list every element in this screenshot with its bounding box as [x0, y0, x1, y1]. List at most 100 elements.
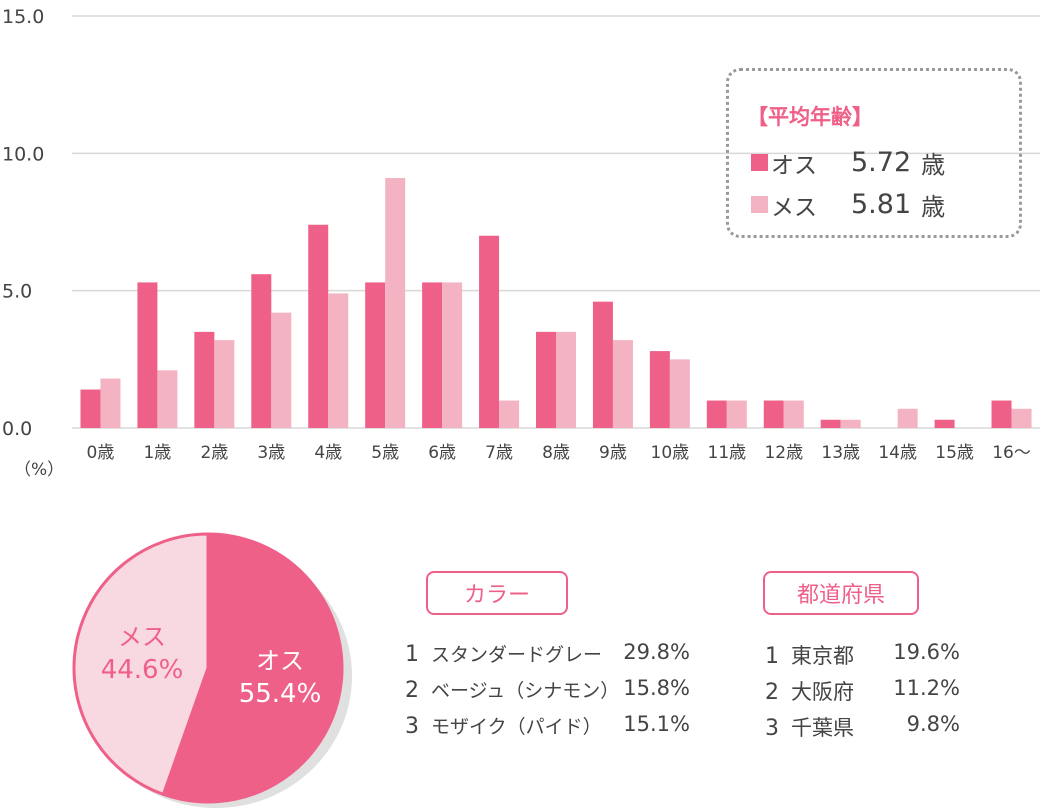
bar-male	[934, 419, 955, 428]
x-category-label: 4歳	[314, 443, 342, 463]
color-ranking-row: 1 スタンダードグレー	[405, 640, 602, 667]
bar-female	[100, 378, 121, 428]
x-category-label: 5歳	[371, 443, 399, 463]
rank-number: 3	[405, 714, 419, 739]
y-axis-unit-label: （%）	[14, 460, 65, 480]
bar-male	[991, 400, 1012, 428]
x-category-label: 6歳	[428, 443, 456, 463]
bar-female	[385, 178, 406, 428]
bar-male	[308, 224, 329, 428]
bar-female	[1011, 408, 1032, 428]
pie-value-female: 44.6%	[101, 655, 184, 685]
bar-female	[499, 400, 520, 428]
bar-male	[763, 400, 784, 428]
color-ranking-row: 3 モザイク（パイド）	[405, 712, 602, 739]
bar-female	[556, 331, 576, 428]
x-axis-category-labels: 0歳 1歳 2歳 3歳 4歳 5歳 6歳 7歳 8歳 9歳 10歳 11歳 12歳 13歳 14歳 15歳 16…	[87, 443, 1031, 463]
average-age-label: メス	[771, 194, 817, 221]
average-age-row-male: オス 5.72 歳	[751, 145, 945, 180]
rank-number: 1	[765, 644, 779, 669]
rank-number: 3	[765, 716, 779, 741]
sex-ratio-pie-chart: オス 55.4% メス 44.6%	[72, 532, 352, 808]
rank-percent: 15.8%	[623, 676, 690, 700]
y-tick-label: 5.0	[2, 281, 32, 303]
bar-male	[251, 274, 272, 428]
prefecture-ranking-row: 1 東京都	[765, 640, 854, 670]
average-age-box: 【平均年齢】 オス 5.72 歳 メス 5.81 歳	[726, 68, 1022, 238]
rank-number: 2	[765, 680, 779, 705]
x-category-label: 3歳	[257, 443, 285, 463]
average-age-value: 5.72	[851, 147, 912, 178]
prefecture-ranking-row: 2 大阪府	[765, 676, 854, 706]
age-distribution-bar-chart: 15.0 10.0 5.0 0.0 0歳 1歳 2歳 3歳 4歳 5歳 6歳 7歳 8歳 9歳 10歳 11…	[2, 6, 1040, 463]
average-age-unit: 歳	[921, 193, 946, 221]
average-age-value: 5.81	[851, 189, 912, 220]
bar-male	[80, 389, 101, 428]
pie-slice-female	[72, 532, 210, 797]
rank-percent: 29.8%	[623, 640, 690, 664]
color-ranking-title: カラー	[426, 571, 568, 615]
bar-female	[612, 340, 633, 428]
x-category-label: 15歳	[935, 443, 974, 463]
rank-percent: 9.8%	[906, 712, 960, 736]
bar-female	[271, 312, 292, 428]
x-category-label: 10歳	[651, 443, 690, 463]
bar-male	[194, 331, 215, 428]
pie-label-male: オス	[256, 647, 304, 675]
rank-percent: 15.1%	[623, 712, 690, 736]
x-category-label: 1歳	[143, 443, 171, 463]
bar-female	[840, 419, 861, 428]
pie-slices	[72, 532, 344, 804]
prefecture-ranking-row: 3 千葉県	[765, 712, 854, 742]
bar-female	[214, 340, 235, 428]
bar-male	[536, 331, 556, 428]
bar-male	[422, 282, 443, 428]
average-age-row-female: メス 5.81 歳	[751, 187, 945, 222]
bar-female	[726, 400, 747, 428]
bar-female	[157, 370, 178, 428]
bar-male	[649, 351, 670, 428]
bar-male	[820, 419, 841, 428]
bar-female	[783, 400, 804, 428]
rank-number: 1	[405, 642, 419, 667]
x-category-label: 9歳	[599, 443, 627, 463]
y-tick-label: 15.0	[2, 6, 44, 28]
rank-percent: 11.2%	[893, 676, 960, 700]
rank-name: スタンダードグレー	[431, 644, 603, 666]
bar-male	[706, 400, 727, 428]
rank-number: 2	[405, 678, 419, 703]
color-ranking-row: 2 ベージュ（シナモン）	[405, 676, 619, 703]
x-category-label: 7歳	[485, 443, 513, 463]
male-swatch-icon	[751, 154, 768, 171]
rank-name: 千葉県	[791, 716, 854, 740]
x-category-label: 8歳	[542, 443, 570, 463]
bar-female	[328, 293, 349, 428]
x-category-label: 13歳	[821, 443, 860, 463]
rank-percent: 19.6%	[893, 640, 960, 664]
x-category-label: 16〜	[992, 443, 1031, 463]
pie-label-female: メス	[118, 623, 166, 651]
y-tick-label: 0.0	[2, 418, 32, 440]
bar-male	[479, 235, 500, 428]
chart-bars	[80, 178, 1032, 428]
female-swatch-icon	[751, 196, 768, 213]
x-category-label: 12歳	[764, 443, 803, 463]
x-category-label: 0歳	[87, 443, 115, 463]
bar-female	[897, 408, 918, 428]
average-age-label: オス	[771, 152, 817, 179]
average-age-title: 【平均年齢】	[747, 105, 873, 129]
bar-female	[669, 359, 690, 428]
bar-female	[442, 282, 463, 428]
prefecture-ranking-title: 都道府県	[763, 571, 919, 615]
x-category-label: 2歳	[200, 443, 228, 463]
x-category-label: 14歳	[878, 443, 917, 463]
rank-name: モザイク（パイド）	[431, 716, 602, 738]
x-category-label: 11歳	[708, 443, 747, 463]
rank-name: ベージュ（シナモン）	[431, 680, 620, 702]
rank-name: 大阪府	[791, 680, 854, 704]
rank-name: 東京都	[791, 644, 854, 668]
bar-male	[592, 301, 613, 428]
average-age-unit: 歳	[921, 151, 946, 179]
y-tick-label: 10.0	[2, 143, 44, 165]
pie-value-male: 55.4%	[239, 679, 322, 709]
